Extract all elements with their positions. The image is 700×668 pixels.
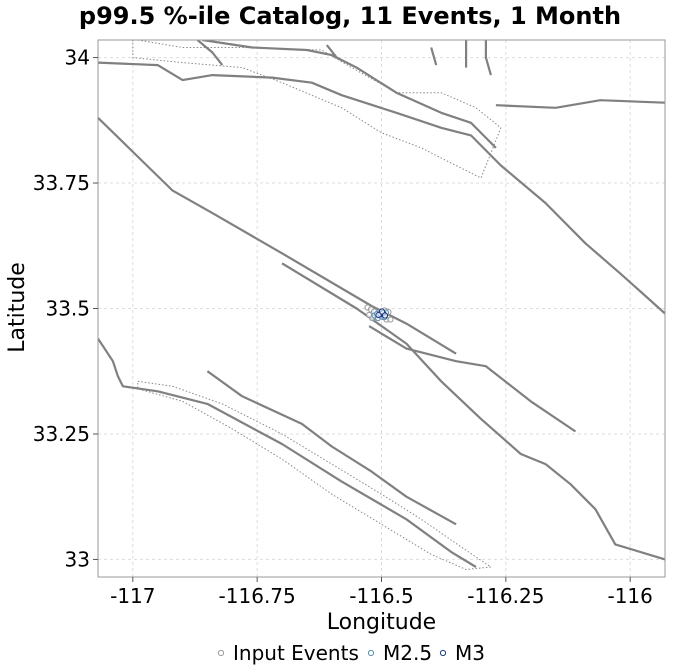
fault-traces <box>98 40 665 571</box>
legend-marker <box>367 649 375 657</box>
fault-trace <box>98 61 665 315</box>
fault-trace <box>98 337 477 568</box>
legend-label: M2.5 <box>383 641 432 665</box>
axis-ticks: -117 -116.75 -116.5 -116.25 -116 33 33.25 33.5 3… <box>33 46 653 608</box>
legend-label: Input Events <box>233 641 359 665</box>
chart-title: p99.5 %-ile Catalog, 11 Events, 1 Month <box>78 2 622 30</box>
fault-trace <box>206 370 457 526</box>
fault-trace <box>325 44 338 59</box>
event-markers <box>364 304 394 323</box>
y-tick-label: 33.5 <box>45 297 90 321</box>
legend-marker <box>217 649 225 657</box>
x-tick-label: -116 <box>607 584 652 608</box>
event-point <box>378 308 386 315</box>
event-point <box>365 311 373 319</box>
event-point <box>375 311 382 319</box>
y-tick-label: 33 <box>65 547 90 571</box>
y-tick-label: 34 <box>65 46 90 70</box>
legend-label: M3 <box>455 641 485 665</box>
x-tick-label: -117 <box>110 584 155 608</box>
fault-trace <box>368 325 577 433</box>
x-tick-label: -116.75 <box>219 584 296 608</box>
fault-zone-outline <box>137 380 493 571</box>
fault-trace <box>484 40 492 76</box>
x-tick-label: -116.5 <box>349 584 413 608</box>
fault-trace <box>196 40 224 66</box>
fault-zone-outline <box>132 40 502 179</box>
x-tick-label: -116.25 <box>467 584 544 608</box>
fault-trace <box>430 47 438 66</box>
event-point <box>381 312 389 319</box>
x-axis-label: Longitude <box>327 610 436 635</box>
y-tick-label: 33.75 <box>33 171 90 195</box>
y-axis-label: Latitude <box>5 262 30 353</box>
fault-trace <box>98 117 457 355</box>
fault-trace <box>281 262 665 561</box>
fault-trace <box>202 40 497 149</box>
event-point <box>387 316 394 323</box>
y-tick-label: 33.25 <box>33 422 90 446</box>
legend-marker <box>439 649 447 657</box>
fault-trace <box>495 99 665 109</box>
legend: Input Events M2.5 M3 <box>217 641 485 665</box>
